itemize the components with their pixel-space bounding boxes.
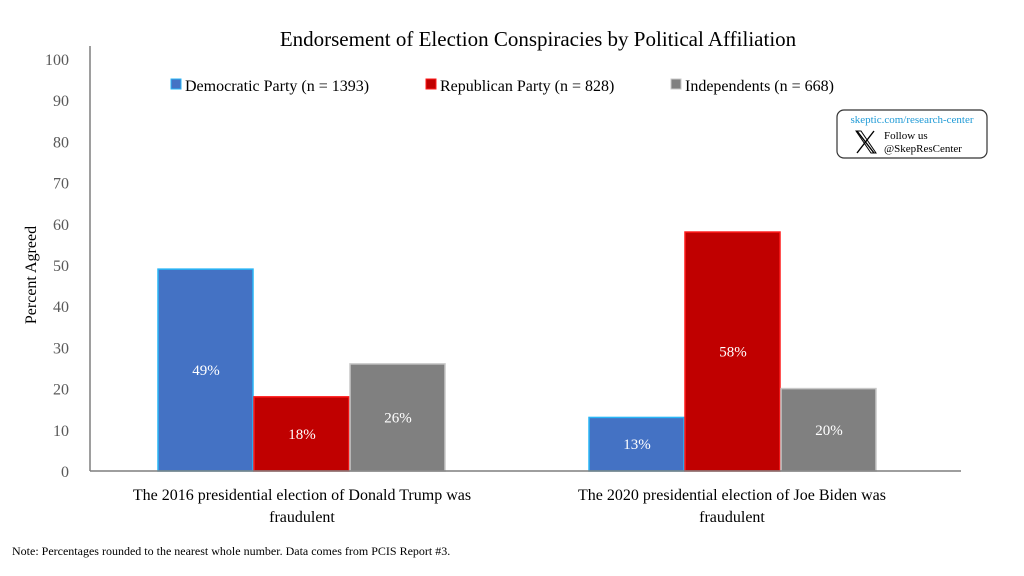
bar-data-label: 13% — [623, 437, 651, 453]
legend-swatch — [170, 78, 182, 90]
badge-url[interactable]: skeptic.com/research-center — [850, 114, 973, 126]
legend-swatch — [425, 78, 437, 90]
bar — [157, 268, 254, 472]
y-tick-label: 90 — [53, 93, 69, 110]
badge-handle[interactable]: @SkepResCenter — [884, 143, 962, 155]
legend-label: Independents (n = 668) — [685, 78, 834, 95]
chart-note: Note: Percentages rounded to the nearest… — [12, 544, 450, 558]
chart-title: Endorsement of Election Conspiracies by … — [280, 27, 797, 51]
bar — [780, 387, 877, 472]
y-tick-label: 100 — [45, 52, 69, 69]
bar-data-label: 20% — [815, 423, 843, 439]
bar-data-label: 18% — [288, 427, 316, 443]
bar — [684, 231, 781, 472]
x-category-label: fraudulent — [699, 509, 765, 526]
bar-data-label: 49% — [192, 363, 220, 379]
legend: Democratic Party (n = 1393) Republican Pa… — [170, 78, 834, 95]
y-tick-label: 10 — [53, 423, 69, 440]
bar — [349, 363, 446, 472]
y-tick-label: 50 — [53, 258, 69, 275]
y-tick-label: 40 — [53, 299, 69, 316]
x-category-label: The 2020 presidential election of Joe Bi… — [578, 487, 886, 504]
bar-data-label: 26% — [384, 410, 412, 426]
bars: 49% 18% 26% 13% 58% 20% — [157, 231, 877, 472]
legend-label: Republican Party (n = 828) — [440, 78, 614, 95]
x-logo-icon — [855, 130, 877, 154]
x-category-label: fraudulent — [269, 509, 335, 526]
y-tick-label: 20 — [53, 382, 69, 399]
y-tick-label: 80 — [53, 134, 69, 151]
legend-label: Democratic Party (n = 1393) — [185, 78, 369, 95]
bar — [588, 416, 685, 472]
badge-follow-text: Follow us — [884, 130, 928, 142]
y-tick-label: 70 — [53, 176, 69, 193]
x-category-label: The 2016 presidential election of Donald… — [133, 487, 471, 504]
bar-data-label: 58% — [719, 345, 747, 361]
x-axis-categories: The 2016 presidential election of Donald… — [133, 487, 886, 526]
y-axis-label: Percent Agreed — [23, 226, 40, 324]
bar — [253, 396, 350, 472]
social-badge[interactable]: skeptic.com/research-center Follow us @S… — [836, 109, 988, 159]
y-tick-label: 30 — [53, 340, 69, 357]
y-axis-ticks: 0 10 20 30 40 50 60 70 80 90 100 — [45, 52, 69, 481]
y-tick-label: 0 — [61, 464, 69, 481]
badge-frame — [836, 109, 988, 159]
legend-swatch — [670, 78, 682, 90]
y-tick-label: 60 — [53, 217, 69, 234]
